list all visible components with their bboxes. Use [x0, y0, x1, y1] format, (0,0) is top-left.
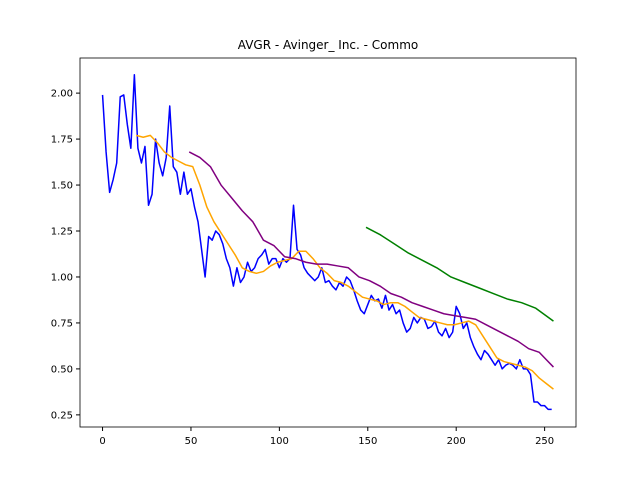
- y-tick-label: 2.00: [51, 89, 73, 100]
- x-tick-label: 250: [535, 436, 554, 447]
- x-tick-label: 150: [358, 436, 377, 447]
- x-tick-label: 100: [270, 436, 289, 447]
- chart-title: AVGR - Avinger_ Inc. - Commo: [238, 38, 419, 52]
- line-series: [135, 134, 554, 390]
- x-tick-label: 200: [447, 436, 466, 447]
- plot-frame: [79, 57, 577, 428]
- y-tick-label: 1.00: [51, 272, 73, 283]
- y-tick-label: 1.25: [51, 227, 73, 238]
- y-tick-label: 0.75: [51, 318, 73, 329]
- line-series: [188, 151, 554, 368]
- line-series: [365, 226, 554, 322]
- y-tick-label: 0.50: [51, 364, 73, 375]
- x-tick-label: 0: [99, 436, 105, 447]
- y-tick-label: 1.50: [51, 181, 73, 192]
- y-tick-label: 1.75: [51, 135, 73, 146]
- y-tick-label: 0.25: [51, 410, 73, 421]
- x-tick-label: 50: [185, 436, 198, 447]
- line-series: [101, 73, 552, 411]
